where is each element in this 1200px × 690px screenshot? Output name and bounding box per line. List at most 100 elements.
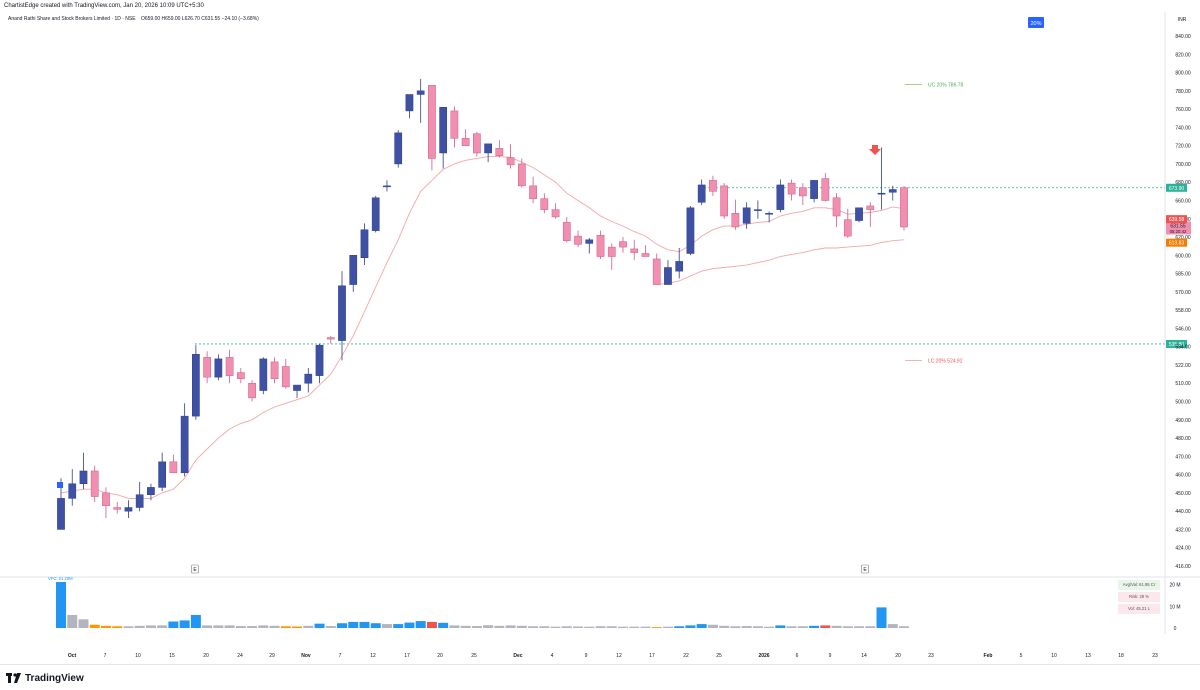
- time-tick-label: 25: [716, 653, 722, 659]
- tradingview-logo-icon: [6, 673, 21, 683]
- candle: [877, 147, 886, 210]
- lc-label: LC 20% 524.92: [928, 359, 963, 365]
- volume-bar: [797, 626, 808, 628]
- candle-body: [484, 143, 492, 154]
- volume-bar: [719, 625, 730, 628]
- candle-body: [225, 357, 234, 376]
- candle: [315, 343, 324, 384]
- price-chart[interactable]: Anand Rathi Share and Stock Brokers Limi…: [0, 12, 1200, 664]
- price-tick-label: 416.00: [1175, 564, 1191, 570]
- down-arrow-icon: [869, 145, 881, 155]
- candle-body: [765, 213, 773, 215]
- candle-body: [551, 209, 560, 218]
- volume-info-box: Vol: 45.21 L: [1118, 604, 1160, 614]
- candle-body: [293, 384, 301, 391]
- candle-body: [675, 261, 684, 272]
- candle-body: [787, 182, 796, 195]
- time-tick-label: 5: [1020, 653, 1023, 659]
- candle: [79, 452, 88, 490]
- candle-body: [776, 184, 785, 210]
- created-text: ChartistEdge created with TradingView.co…: [4, 3, 204, 9]
- ema-tag-text: 613.83: [1169, 241, 1185, 247]
- volume-bar: [359, 621, 370, 628]
- price-tick-label: 500.00: [1175, 400, 1191, 406]
- candle: [169, 454, 178, 474]
- time-tick-label: 4: [551, 653, 554, 659]
- volume-bar: [303, 625, 314, 628]
- tradingview-logo[interactable]: TradingView: [6, 671, 84, 685]
- candle: [866, 202, 875, 227]
- candle-body: [596, 234, 605, 257]
- volume-bar: [381, 624, 392, 628]
- time-tick-label: 17: [404, 653, 410, 659]
- time-tick-label: 20: [895, 653, 901, 659]
- candle: [270, 357, 279, 384]
- candle-body: [450, 110, 459, 139]
- candle-body: [798, 187, 807, 197]
- candle-body: [439, 107, 448, 154]
- candle: [619, 237, 627, 253]
- candle: [102, 487, 110, 519]
- candle: [709, 175, 717, 196]
- candle-body: [248, 382, 256, 399]
- candle-body: [135, 494, 144, 508]
- candle: [832, 193, 841, 227]
- candle: [428, 85, 436, 171]
- candle: [855, 207, 863, 223]
- ema-short-line: [60, 156, 905, 499]
- candle: [787, 179, 796, 201]
- candle: [371, 195, 380, 233]
- candle-body: [416, 90, 425, 95]
- candle-body: [79, 470, 88, 485]
- price-tick-label: 680.00: [1175, 180, 1191, 186]
- time-tick-label: 25: [471, 653, 477, 659]
- candle-body: [360, 229, 369, 258]
- risk-box: Risk: 28 %: [1118, 592, 1160, 602]
- candle-body: [326, 337, 335, 340]
- candle-body: [214, 358, 223, 378]
- candle-body: [877, 192, 886, 195]
- candle: [742, 202, 751, 229]
- volume-bar: [550, 626, 561, 628]
- candle: [900, 185, 908, 231]
- candle: [135, 481, 144, 512]
- volume-bar: [190, 614, 201, 628]
- volume-bar: [280, 626, 291, 628]
- candle: [720, 183, 729, 219]
- candle-body: [428, 85, 436, 159]
- volume-bar: [764, 626, 775, 628]
- candle-body: [203, 357, 211, 378]
- last-price-tag: [1166, 221, 1191, 235]
- candle: [776, 179, 785, 213]
- volume-bar: [404, 622, 415, 628]
- volume-bar: [809, 625, 820, 628]
- candle-body: [517, 163, 526, 187]
- candle-body: [866, 205, 875, 210]
- support-tag-text: 535.80: [1169, 342, 1185, 348]
- candle-body: [259, 358, 268, 391]
- volume-bar: [539, 626, 550, 628]
- candle-body: [540, 198, 549, 210]
- candle: [360, 223, 369, 266]
- candle: [473, 131, 481, 157]
- candle: [664, 260, 672, 285]
- volume-bar: [505, 625, 516, 628]
- volume-bar: [629, 626, 640, 628]
- time-tick-label: 7: [339, 653, 342, 659]
- footer: TradingView: [0, 664, 1200, 690]
- candle: [113, 502, 122, 514]
- candle-body: [664, 267, 672, 285]
- time-tick-label: 10: [135, 653, 141, 659]
- volume-bar: [606, 626, 617, 628]
- volume-bar: [820, 625, 831, 628]
- time-tick-label: 13: [1085, 653, 1091, 659]
- volume-bar: [370, 623, 381, 628]
- candle: [158, 452, 167, 492]
- candle-body: [529, 185, 537, 199]
- volume-bar: [449, 625, 460, 628]
- volume-bar: [651, 627, 662, 628]
- candle-body: [810, 180, 818, 199]
- price-tick-label: 440.00: [1175, 509, 1191, 515]
- candle-body: [236, 372, 245, 379]
- time-tick-label: Dec: [513, 653, 522, 659]
